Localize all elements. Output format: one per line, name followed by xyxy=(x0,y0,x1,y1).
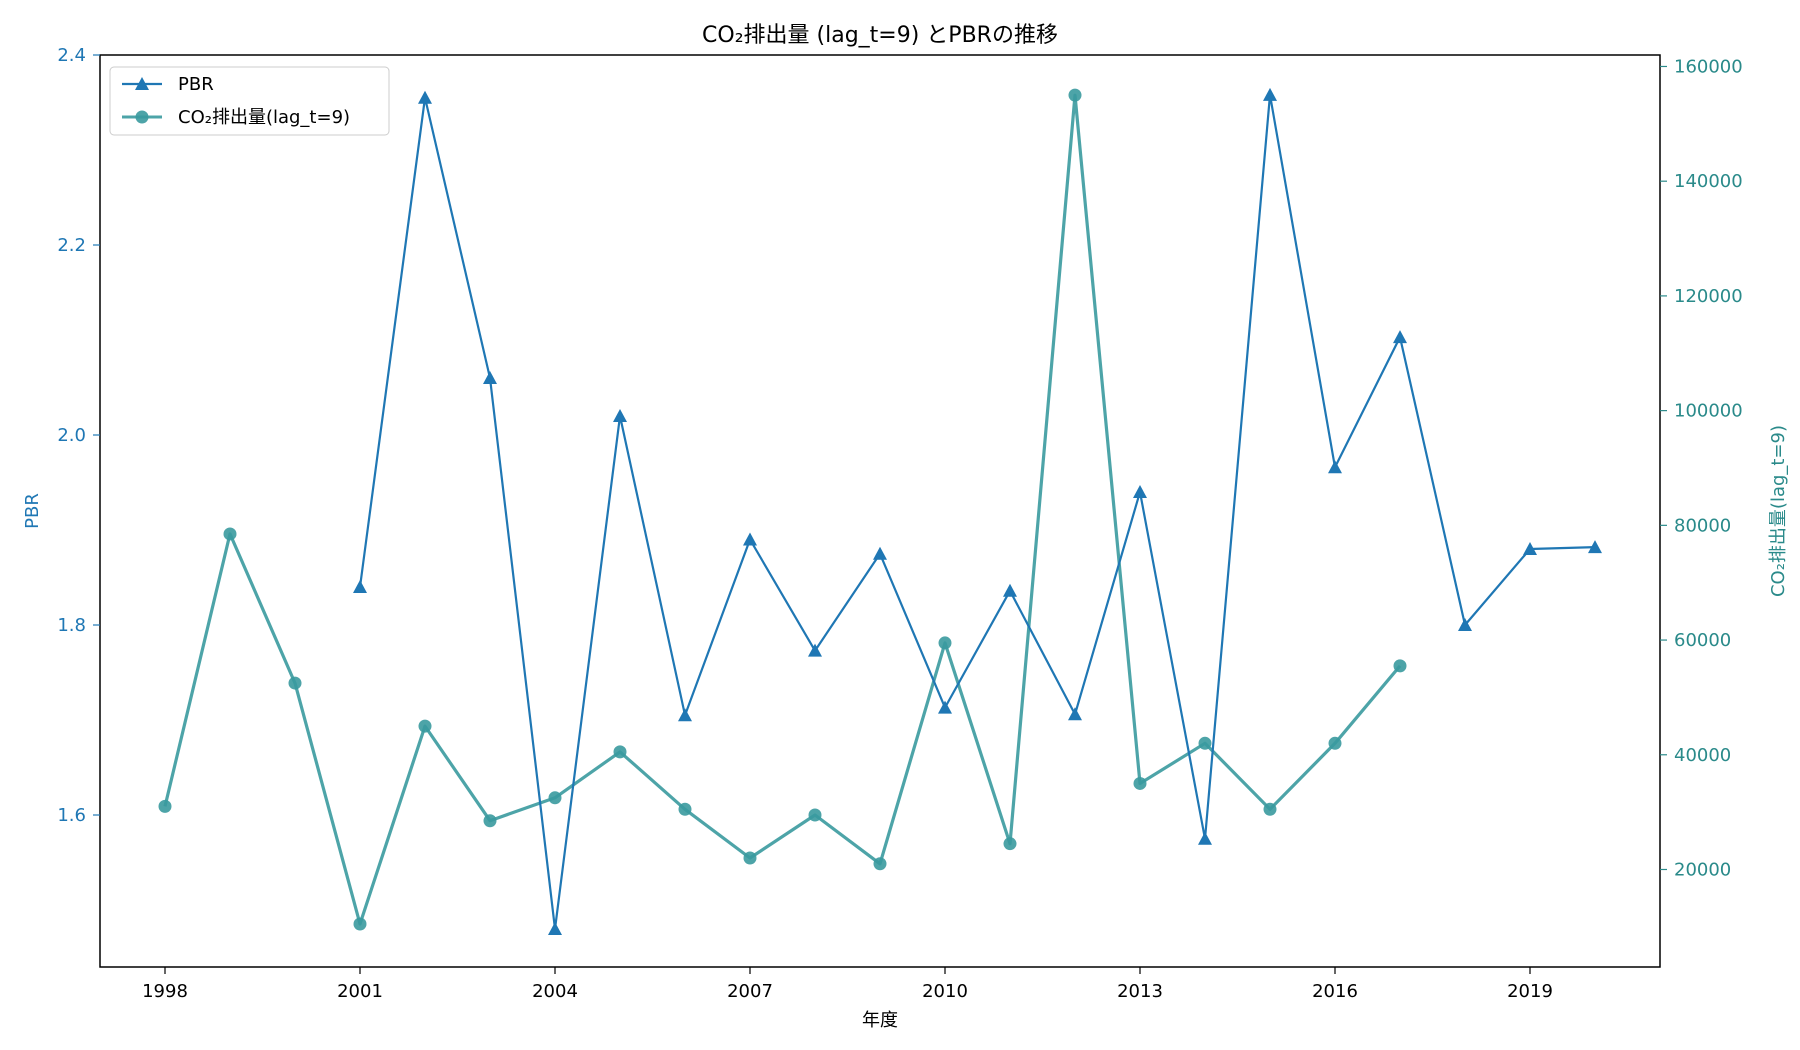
x-tick-label: 2013 xyxy=(1117,981,1163,1002)
pbr-data-point xyxy=(1198,831,1212,845)
co2-data-point xyxy=(548,791,562,805)
right-y-tick-label: 20000 xyxy=(1674,859,1731,880)
pbr-data-point xyxy=(1328,460,1342,474)
left-y-tick-label: 2.2 xyxy=(57,235,86,256)
right-y-axis: 20000 40000 60000 80000 100000 120000 140000 16… xyxy=(1660,56,1743,880)
pbr-data-point xyxy=(1068,707,1082,721)
left-y-axis-label: PBR xyxy=(22,493,43,529)
legend-pbr-marker xyxy=(135,77,149,90)
right-y-tick-label: 60000 xyxy=(1674,630,1731,651)
pbr-data-point xyxy=(483,371,497,384)
x-axis: 1998 2001 2004 2007 2010 2013 2016 2019 xyxy=(142,967,1553,1002)
legend-co2-label: CO₂排出量(lag_t=9) xyxy=(178,107,350,128)
co2-data-point xyxy=(223,527,237,541)
right-y-tick-label: 120000 xyxy=(1674,286,1743,307)
pbr-data-point xyxy=(548,922,562,935)
plot-frame xyxy=(99,54,1661,968)
right-y-tick-label: 100000 xyxy=(1674,401,1743,422)
pbr-data-point xyxy=(353,580,367,593)
co2-data-point xyxy=(1068,88,1082,102)
pbr-data-point xyxy=(1523,542,1537,555)
pbr-data-point xyxy=(1133,485,1147,498)
pbr-series-line xyxy=(358,93,1596,931)
pbr-data-point xyxy=(1263,87,1277,101)
co2-data-point xyxy=(613,745,627,759)
pbr-data-point xyxy=(613,409,627,422)
x-tick-label: 2010 xyxy=(922,981,968,1002)
legend-co2-marker xyxy=(135,110,149,124)
co2-data-point xyxy=(1133,776,1147,790)
series-pbr xyxy=(353,87,1602,935)
right-y-tick-label: 140000 xyxy=(1674,171,1743,192)
co2-data-point xyxy=(288,676,302,690)
plot-area xyxy=(99,54,1661,968)
pbr-data-point xyxy=(1588,540,1602,554)
right-y-tick-label: 40000 xyxy=(1674,745,1731,766)
x-axis-label: 年度 xyxy=(862,1010,898,1031)
pbr-data-point xyxy=(418,90,432,104)
x-tick-label: 1998 xyxy=(142,981,188,1002)
co2-data-point xyxy=(158,799,172,813)
pbr-data-point xyxy=(1003,583,1017,597)
co2-data-point xyxy=(678,802,692,816)
pbr-data-point xyxy=(808,643,822,657)
right-y-tick-label: 160000 xyxy=(1674,56,1743,77)
co2-data-point xyxy=(1328,736,1342,750)
co2-data-point xyxy=(743,851,757,865)
legend-box xyxy=(109,66,390,136)
right-y-tick-label: 80000 xyxy=(1674,515,1731,536)
left-y-axis: 1.6 1.8 2.0 2.2 2.4 xyxy=(57,45,100,826)
pbr-data-point xyxy=(1393,330,1407,344)
left-y-tick-label: 2.0 xyxy=(57,425,86,446)
legend-pbr-label: PBR xyxy=(178,74,214,95)
series-co2 xyxy=(158,88,1407,931)
pbr-data-point xyxy=(938,700,952,714)
left-y-tick-label: 2.4 xyxy=(57,45,86,66)
left-y-tick-label: 1.6 xyxy=(57,805,86,826)
co2-data-point xyxy=(808,808,822,822)
x-tick-label: 2001 xyxy=(337,981,383,1002)
co2-data-point xyxy=(1003,837,1017,851)
x-tick-label: 2019 xyxy=(1507,981,1553,1002)
co2-data-point xyxy=(1263,802,1277,816)
left-y-tick-label: 1.8 xyxy=(57,615,86,636)
x-tick-label: 2004 xyxy=(532,981,578,1002)
co2-data-point xyxy=(1198,736,1212,750)
legend: PBR CO₂排出量(lag_t=9) xyxy=(109,66,390,136)
pbr-data-point xyxy=(678,708,692,722)
pbr-data-point xyxy=(1458,618,1472,631)
co2-data-point xyxy=(873,857,887,871)
co2-data-point xyxy=(1393,659,1407,673)
pbr-data-point xyxy=(873,546,887,560)
co2-data-point xyxy=(483,814,497,828)
co2-data-point xyxy=(418,719,432,733)
pbr-data-point xyxy=(743,532,757,546)
chart-title: CO₂排出量 (lag_t=9) とPBRの推移 xyxy=(702,23,1058,48)
co2-series-line xyxy=(163,93,1402,926)
x-tick-label: 2007 xyxy=(727,981,773,1002)
right-y-axis-label: CO₂排出量(lag_t=9) xyxy=(1768,425,1789,597)
co2-data-point xyxy=(353,917,367,931)
x-tick-label: 2016 xyxy=(1312,981,1358,1002)
co2-data-point xyxy=(938,636,952,650)
